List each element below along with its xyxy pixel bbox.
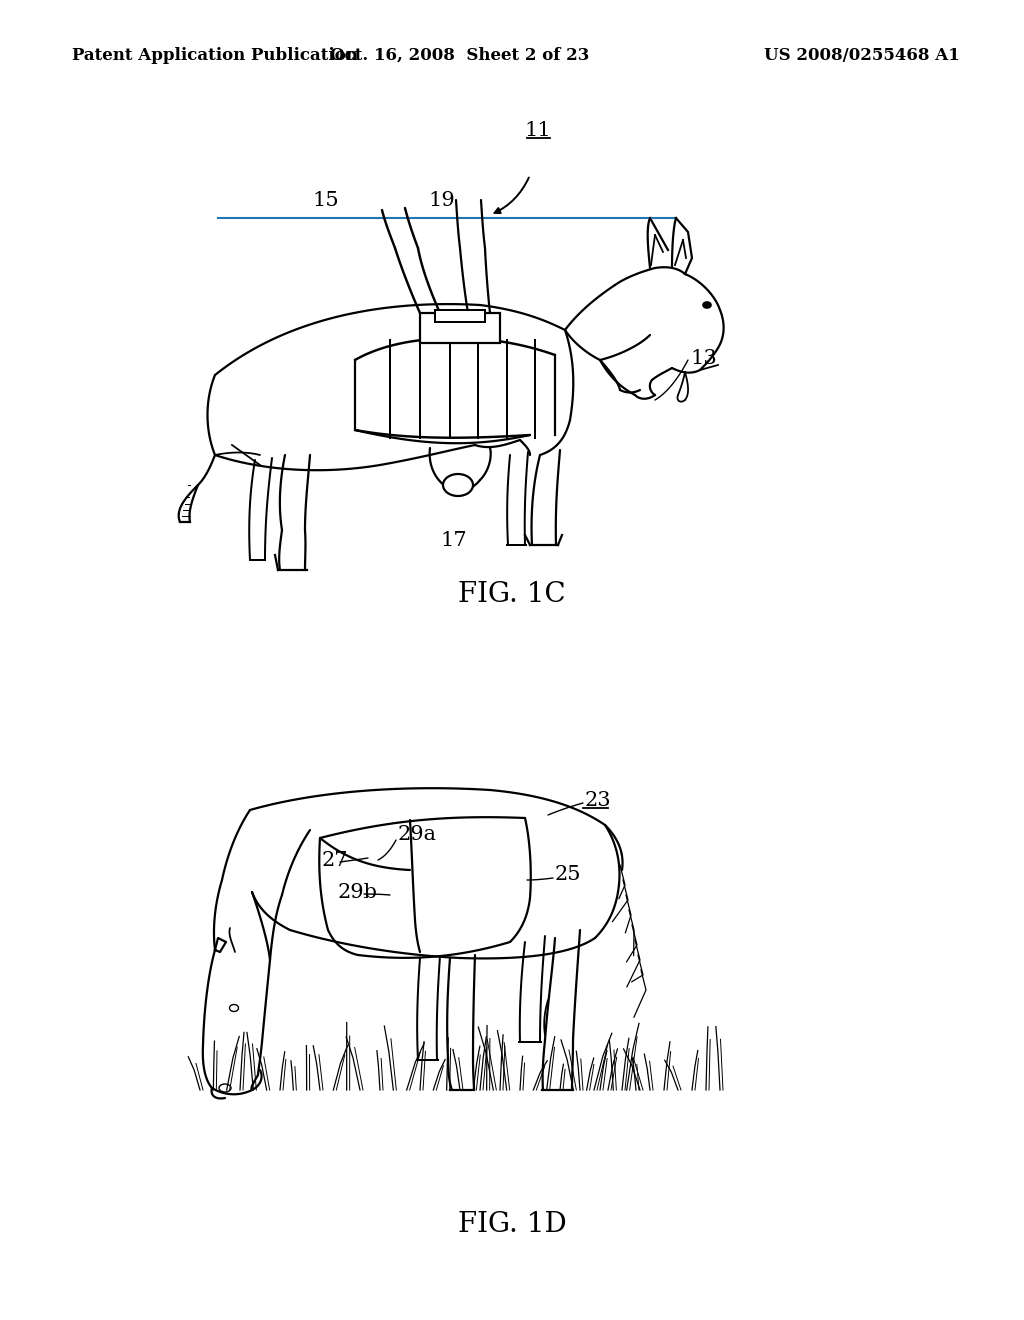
Text: 19: 19: [429, 190, 456, 210]
Text: 29b: 29b: [338, 883, 378, 902]
Text: FIG. 1C: FIG. 1C: [458, 582, 566, 609]
Text: 13: 13: [690, 348, 717, 367]
Text: FIG. 1D: FIG. 1D: [458, 1212, 566, 1238]
Text: 27: 27: [322, 850, 348, 870]
Text: 11: 11: [524, 120, 551, 140]
Text: 25: 25: [555, 866, 582, 884]
Text: Patent Application Publication: Patent Application Publication: [72, 46, 357, 63]
FancyBboxPatch shape: [420, 313, 500, 343]
Ellipse shape: [443, 474, 473, 496]
Text: 23: 23: [585, 791, 611, 809]
Text: US 2008/0255468 A1: US 2008/0255468 A1: [764, 46, 961, 63]
Text: 29a: 29a: [398, 825, 437, 845]
Ellipse shape: [703, 302, 711, 308]
Text: 15: 15: [312, 190, 339, 210]
FancyBboxPatch shape: [435, 310, 485, 322]
Text: Oct. 16, 2008  Sheet 2 of 23: Oct. 16, 2008 Sheet 2 of 23: [331, 46, 590, 63]
Text: 17: 17: [440, 531, 467, 549]
